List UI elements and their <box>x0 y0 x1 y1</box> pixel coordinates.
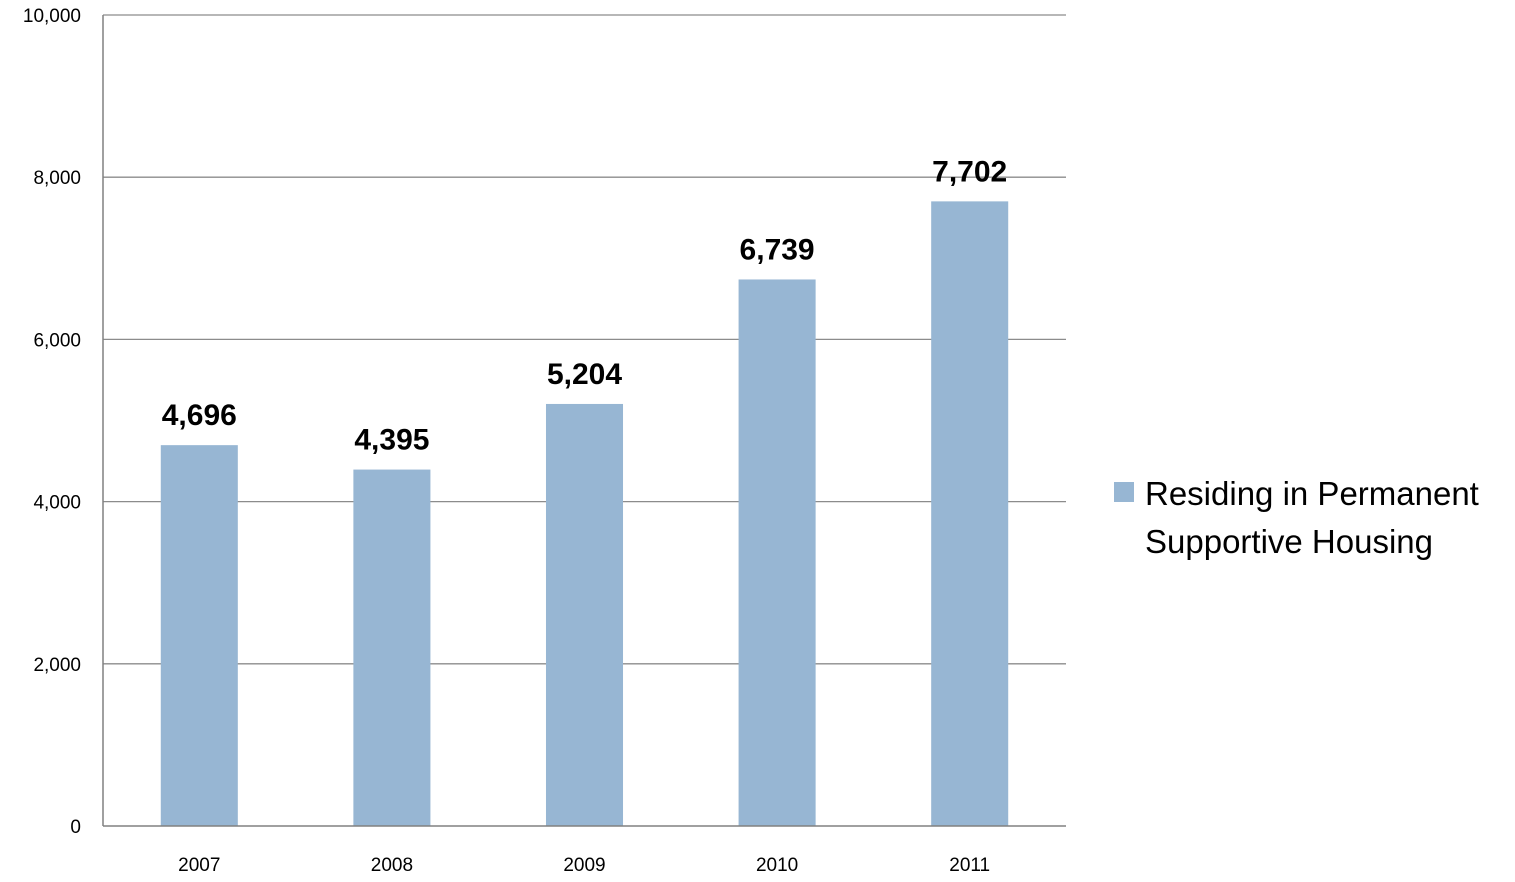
data-label-2009: 5,204 <box>547 358 622 391</box>
axes <box>102 15 1066 827</box>
y-tick-label: 0 <box>70 817 81 838</box>
bars <box>160 201 1009 826</box>
y-tick-label: 10,000 <box>23 6 81 27</box>
legend-swatch <box>1114 482 1134 502</box>
labels: 0 2,000 4,000 6,000 8,000 10,000 4,696 2007 4,39… <box>23 6 1007 876</box>
legend-label-line-1: Residing in Permanent <box>1145 475 1479 512</box>
y-tick-label: 4,000 <box>33 493 81 514</box>
data-label-2008: 4,395 <box>354 424 429 457</box>
bar-2010 <box>738 279 816 826</box>
bar-2009 <box>545 403 624 826</box>
y-tick-label: 2,000 <box>33 655 81 676</box>
bar-2008 <box>353 469 431 826</box>
gridlines <box>103 14 1066 665</box>
x-tick-label-2008: 2008 <box>371 855 413 876</box>
legend: Residing in Permanent Supportive Housing <box>1114 475 1479 560</box>
x-tick-label-2009: 2009 <box>563 855 605 876</box>
bar-2007 <box>160 445 238 826</box>
data-label-2007: 4,696 <box>162 399 237 432</box>
data-label-2010: 6,739 <box>740 233 815 266</box>
y-tick-label: 6,000 <box>33 330 81 351</box>
y-tick-label: 8,000 <box>33 168 81 189</box>
legend-label-line-2: Supportive Housing <box>1145 523 1433 560</box>
x-tick-label-2007: 2007 <box>178 855 220 876</box>
data-label-2011: 7,702 <box>932 155 1007 188</box>
x-tick-label-2011: 2011 <box>949 855 990 876</box>
x-tick-label-2010: 2010 <box>756 855 798 876</box>
bar-2011 <box>931 201 1009 826</box>
